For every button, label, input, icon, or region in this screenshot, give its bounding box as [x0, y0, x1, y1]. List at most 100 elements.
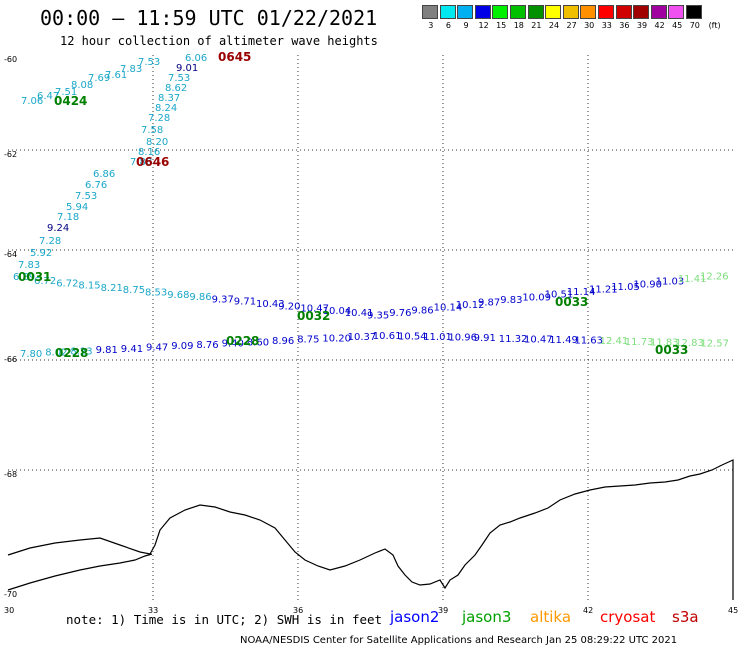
- wave-height-label: 7.53: [138, 57, 160, 68]
- latitude-label: -62: [4, 150, 18, 159]
- scale-label: 30: [584, 21, 595, 30]
- wave-height-label: 11.32: [499, 334, 528, 345]
- wave-height-label: 8.21: [101, 283, 123, 294]
- wave-height-label: 6.06: [185, 53, 207, 64]
- wave-height-label: 8.02: [45, 348, 67, 359]
- scale-label: 9: [463, 21, 469, 30]
- wave-height-label: 5.94: [66, 202, 88, 213]
- wave-height-label: 7.69: [88, 73, 110, 84]
- wave-height-label: 8.53: [145, 288, 167, 299]
- wave-height-label: 10.54: [398, 331, 427, 342]
- wave-height-label: 9.41: [121, 344, 143, 355]
- wave-height-label: 7.06: [21, 96, 43, 107]
- time-label: 0424: [54, 94, 87, 108]
- scale-label: 21: [531, 21, 542, 30]
- wave-height-label: 8.62: [165, 83, 187, 94]
- legend-jason3: jason3: [462, 608, 512, 626]
- time-label: 0228: [226, 334, 259, 348]
- legend-jason2: jason2: [390, 608, 440, 626]
- wave-height-label: 10.47: [524, 334, 553, 345]
- wave-height-label: 7.28: [39, 236, 61, 247]
- time-label: 0033: [555, 295, 588, 309]
- wave-height-label: 9.81: [96, 345, 118, 356]
- wave-height-label: 9.37: [212, 294, 234, 305]
- latitude-label: -66: [4, 355, 18, 364]
- wave-height-label: 7.83: [18, 260, 40, 271]
- map-grid: [8, 55, 733, 600]
- wave-height-label: 11.05: [611, 282, 640, 293]
- scale-label: 3: [428, 21, 434, 30]
- wave-height-label: 10.20: [322, 333, 351, 344]
- wave-height-label: 9.91: [474, 333, 496, 344]
- scale-swatch: [668, 5, 685, 19]
- wave-height-label: 7.83: [120, 64, 142, 75]
- scale-label: 36: [619, 21, 630, 30]
- wave-height-label: 10.47: [300, 304, 329, 315]
- scale-label: 24: [548, 21, 560, 30]
- wave-height-label: 10.43: [256, 299, 285, 310]
- map-title: 00:00 – 11:59 UTC 01/22/2021: [40, 6, 378, 30]
- time-label: 0646: [136, 155, 169, 169]
- wave-height-label: 8.15: [78, 281, 100, 292]
- wave-height-label: 12.83: [675, 338, 704, 349]
- wave-height-label: 6.86: [93, 169, 115, 180]
- wave-height-label: 7.61: [105, 70, 127, 81]
- time-label: 0032: [297, 309, 330, 323]
- wave-height-label: 7.51: [55, 87, 77, 98]
- scale-label: 33: [601, 21, 612, 30]
- scale-swatch: [492, 5, 509, 19]
- scale-swatch: [650, 5, 667, 19]
- wave-height-label: 8.60: [247, 337, 269, 348]
- scale-swatch: [527, 5, 544, 19]
- wave-height-label: 9.47: [146, 343, 168, 354]
- scale-swatch: [686, 5, 702, 19]
- wave-height-label: 6.89: [13, 272, 35, 283]
- scale-label: 6: [445, 21, 451, 30]
- wave-height-label: 10.14: [434, 303, 463, 314]
- wave-height-label: 10.51: [545, 290, 574, 301]
- wave-height-label: 8.75: [123, 285, 145, 296]
- track-labels: 6.069.017.538.628.378.247.287.588.208.16…: [13, 50, 729, 360]
- wave-height-label: 8.23: [70, 346, 92, 357]
- time-label: 0645: [218, 50, 251, 64]
- wave-height-label: 11.49: [549, 335, 578, 346]
- scale-swatch: [545, 5, 562, 19]
- wave-height-label: 9.20: [278, 301, 300, 312]
- wave-height-label: 12.41: [600, 336, 629, 347]
- wave-height-label: 11.73: [625, 337, 654, 348]
- wave-height-label: 7.58: [141, 125, 163, 136]
- longitude-label: 45: [728, 606, 739, 615]
- wave-height-label: 9.09: [171, 341, 193, 352]
- wave-height-label: 10.37: [348, 332, 377, 343]
- scale-label: 15: [496, 21, 507, 30]
- map-frame: [8, 55, 733, 600]
- wave-height-label: 12.57: [700, 339, 729, 350]
- scale-swatch: [439, 5, 456, 19]
- wave-height-label: 7.88: [130, 157, 152, 168]
- legend-altika: altika: [530, 608, 572, 626]
- wave-height-label: 9.71: [234, 297, 256, 308]
- wave-height-label: 11.21: [589, 285, 618, 296]
- wave-height-label: 6.72: [34, 276, 56, 287]
- wave-height-label: 9.24: [47, 223, 69, 234]
- wave-height-label: 11.01: [423, 332, 452, 343]
- wave-height-label: 9.86: [189, 292, 211, 303]
- scale-label: 45: [672, 21, 683, 30]
- scale-unit: (ft): [708, 21, 721, 30]
- time-label: 0031: [18, 270, 51, 284]
- longitude-label: 36: [293, 606, 304, 615]
- wave-height-label: 8.24: [155, 103, 177, 114]
- scale-swatch: [598, 5, 614, 19]
- longitude-label: 33: [148, 606, 159, 615]
- wave-height-label: 11.03: [656, 277, 685, 288]
- wave-height-label: 9.76: [389, 308, 411, 319]
- scale-swatch: [474, 5, 491, 19]
- wave-height-label: 12.26: [700, 272, 729, 283]
- wave-height-label: 9.87: [478, 298, 500, 309]
- scale-swatch: [633, 5, 650, 19]
- legend-cryosat: cryosat: [600, 608, 656, 626]
- wave-height-label: 7.18: [57, 212, 79, 223]
- wave-height-label: 9.01: [176, 63, 198, 74]
- wave-height-label: 7.28: [148, 113, 170, 124]
